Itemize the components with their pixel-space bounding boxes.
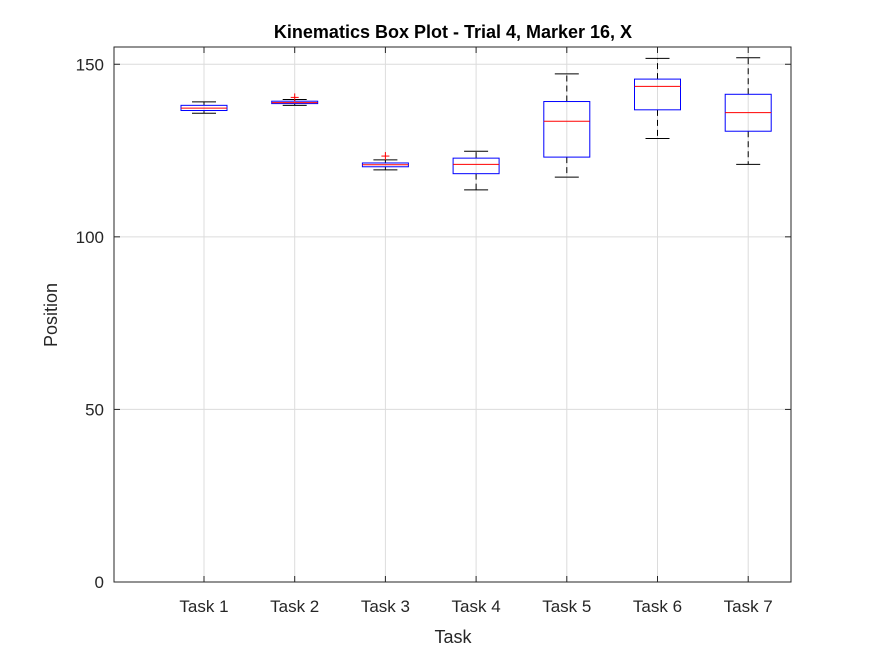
x-tick-label: Task 6 [633,597,682,616]
chart-title: Kinematics Box Plot - Trial 4, Marker 16… [274,22,632,42]
x-tick-label: Task 3 [361,597,410,616]
x-tick-label: Task 5 [542,597,591,616]
y-tick-label: 100 [76,228,104,247]
box-iqr [452,157,500,175]
box-7 [724,57,772,165]
plot-area-frame [113,46,792,583]
x-axis-label: Task [434,627,472,647]
box-1 [180,101,228,114]
y-tick-label: 50 [85,400,104,419]
box-iqr [543,101,591,158]
grid-lines [114,47,791,583]
box-4 [452,150,500,191]
box-6 [634,57,681,139]
x-tick-label: Task 2 [270,597,319,616]
box-5 [543,73,591,178]
x-axis-ticks: Task 1 Task 2 Task 3 Task 4 Task 5 Task 6 Task… [179,47,773,616]
y-axis-label: Position [41,283,61,347]
box-iqr [634,78,681,111]
y-tick-label: 150 [76,55,104,74]
x-tick-label: Task 1 [179,597,228,616]
box-2 [271,93,319,106]
box-series [180,57,772,191]
y-axis-ticks: 0 50 100 150 [76,55,791,592]
x-tick-label: Task 4 [452,597,501,616]
y-tick-label: 0 [95,573,104,592]
box-3 [361,152,409,171]
x-tick-label: Task 7 [724,597,773,616]
